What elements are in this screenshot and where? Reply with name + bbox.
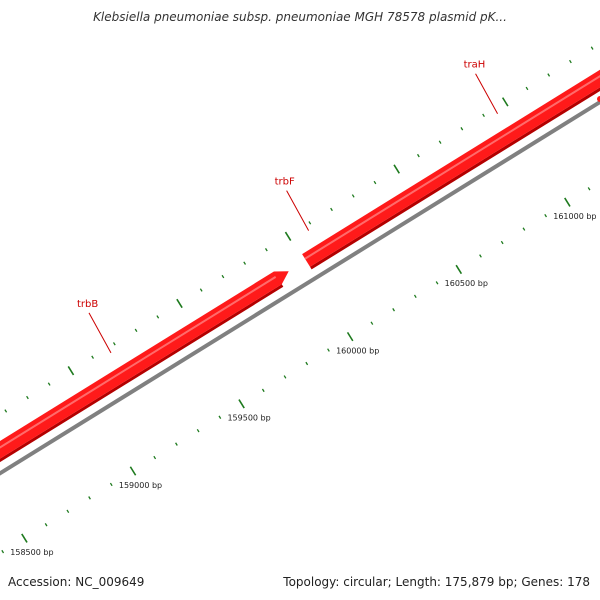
gene-arrow-shadow bbox=[0, 284, 284, 463]
inner-minor-tick bbox=[88, 496, 91, 500]
outer-minor-tick bbox=[91, 355, 95, 359]
inner-minor-tick bbox=[392, 308, 396, 312]
outer-minor-tick bbox=[569, 59, 572, 64]
inner-major-tick bbox=[21, 533, 28, 543]
outer-major-tick bbox=[501, 97, 509, 107]
inner-major-tick bbox=[129, 466, 137, 476]
inner-minor-tick bbox=[218, 415, 222, 419]
topology-info-text: Topology: circular; Length: 175,879 bp; … bbox=[283, 575, 590, 589]
accession-text: Accession: NC_009649 bbox=[8, 575, 145, 589]
inner-minor-tick bbox=[479, 254, 482, 258]
offscreen-feature-marker bbox=[597, 96, 600, 102]
outer-minor-tick bbox=[199, 288, 203, 292]
outer-minor-tick bbox=[525, 86, 529, 91]
outer-minor-tick bbox=[134, 328, 138, 333]
outer-minor-tick bbox=[221, 274, 225, 279]
outer-minor-tick bbox=[4, 409, 8, 413]
bp-label: 158500 bp bbox=[10, 548, 53, 557]
backbone-line bbox=[0, 99, 600, 476]
inner-minor-tick bbox=[1, 549, 5, 554]
inner-minor-tick bbox=[261, 388, 265, 393]
outer-minor-tick bbox=[460, 127, 464, 131]
outer-minor-tick bbox=[351, 194, 355, 198]
inner-minor-tick bbox=[283, 375, 287, 379]
outer-minor-tick bbox=[308, 221, 312, 225]
outer-minor-tick bbox=[416, 153, 420, 158]
inner-minor-tick bbox=[175, 442, 178, 446]
gene-highlight bbox=[0, 276, 277, 449]
bp-label: 159000 bp bbox=[119, 481, 162, 490]
outer-minor-tick bbox=[47, 382, 51, 386]
outer-minor-tick bbox=[264, 248, 268, 252]
outer-minor-tick bbox=[373, 180, 377, 185]
gene-arrow-shadow bbox=[310, 87, 600, 270]
outer-major-tick bbox=[176, 298, 183, 309]
inner-minor-tick bbox=[66, 509, 70, 514]
outer-major-tick bbox=[284, 231, 292, 241]
inner-minor-tick bbox=[435, 281, 439, 285]
outer-minor-tick bbox=[243, 261, 247, 265]
inner-major-tick bbox=[238, 399, 245, 409]
gene-leader-line bbox=[475, 73, 499, 114]
inner-minor-tick bbox=[522, 227, 526, 231]
outer-minor-tick bbox=[156, 315, 160, 319]
bp-label: 161000 bp bbox=[553, 212, 596, 221]
inner-major-tick bbox=[564, 197, 571, 207]
inner-minor-tick bbox=[500, 240, 504, 245]
outer-minor-tick bbox=[547, 73, 551, 77]
gene-label-traH: traH bbox=[464, 60, 486, 71]
outer-minor-tick bbox=[438, 140, 442, 144]
gene-arrow-trbF bbox=[302, 69, 600, 267]
gene-leader-line bbox=[286, 190, 310, 231]
gene-label-trbF: trbF bbox=[275, 177, 295, 188]
outer-major-tick bbox=[393, 164, 400, 174]
inner-minor-tick bbox=[413, 294, 417, 299]
inner-minor-tick bbox=[587, 187, 591, 191]
outer-minor-tick bbox=[330, 207, 333, 212]
bp-label: 160500 bp bbox=[445, 279, 488, 288]
bp-label: 159500 bp bbox=[227, 414, 270, 423]
bp-label: 160000 bp bbox=[336, 346, 379, 355]
map-title: Klebsiella pneumoniae subsp. pneumoniae … bbox=[93, 10, 507, 24]
gene-label-trbB: trbB bbox=[77, 299, 98, 310]
gene-arrow-trbB bbox=[0, 271, 289, 459]
outer-minor-tick bbox=[482, 113, 485, 118]
outer-major-tick bbox=[67, 365, 75, 376]
outer-minor-tick bbox=[26, 395, 29, 400]
inner-minor-tick bbox=[544, 213, 548, 218]
inner-minor-tick bbox=[327, 348, 330, 352]
inner-minor-tick bbox=[44, 523, 48, 527]
inner-minor-tick bbox=[109, 482, 113, 487]
gene-highlight bbox=[304, 75, 600, 260]
inner-minor-tick bbox=[153, 455, 157, 460]
inner-major-tick bbox=[455, 264, 463, 275]
outer-minor-tick bbox=[112, 342, 116, 346]
gene-leader-line bbox=[88, 312, 112, 354]
inner-minor-tick bbox=[196, 428, 200, 433]
outer-minor-tick bbox=[590, 46, 594, 50]
inner-minor-tick bbox=[370, 321, 374, 325]
inner-major-tick bbox=[346, 331, 354, 342]
inner-minor-tick bbox=[305, 361, 309, 366]
